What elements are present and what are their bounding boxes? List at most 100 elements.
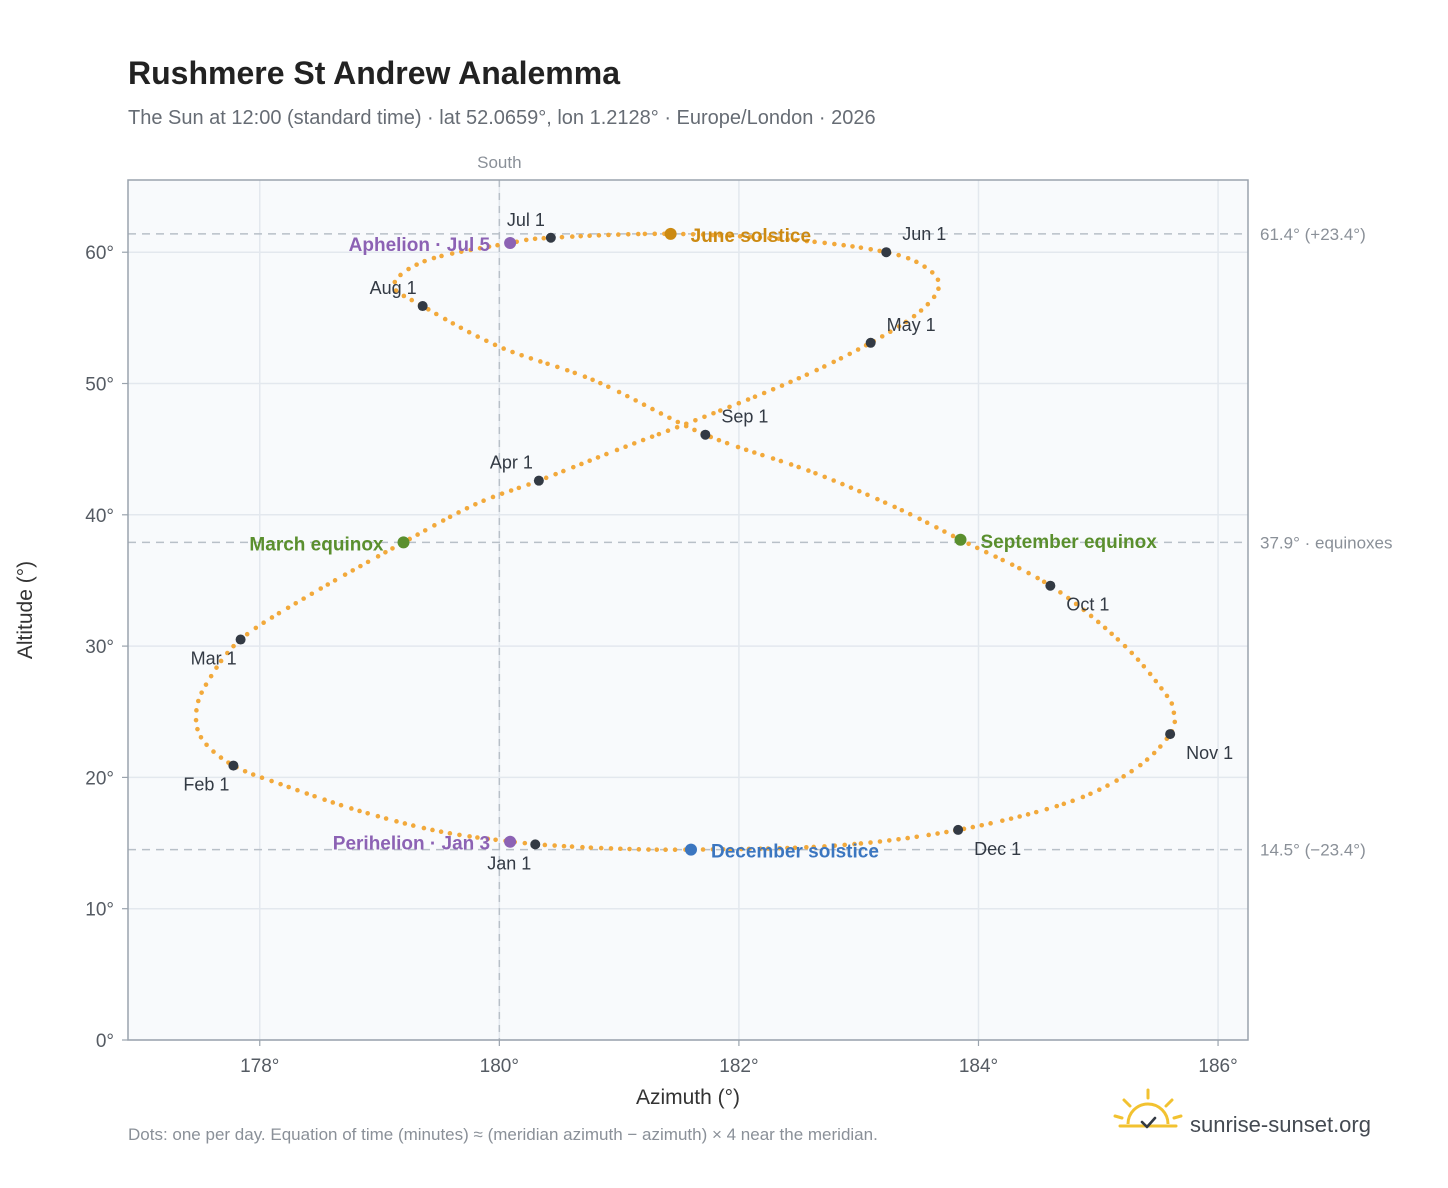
- daily-dot: [198, 735, 204, 740]
- month-markers: Jan 1 Feb 1 Mar 1 Apr 1 May 1 Jun 1 Jul 1 Aug 1…: [183, 210, 1233, 874]
- chart-title: Rushmere St Andrew Analemma: [128, 55, 620, 91]
- daily-dot: [646, 847, 651, 852]
- daily-dot: [907, 511, 913, 517]
- daily-dot: [814, 367, 819, 373]
- daily-dot: [950, 533, 956, 539]
- event-marker: [504, 835, 517, 848]
- daily-dot: [598, 845, 604, 851]
- daily-dot: [822, 474, 827, 480]
- daily-dot: [1073, 601, 1079, 607]
- daily-dot: [640, 437, 646, 443]
- daily-dot: [561, 468, 566, 474]
- daily-dot: [746, 846, 752, 852]
- daily-dot: [195, 698, 201, 704]
- daily-dot: [414, 262, 419, 267]
- daily-dot: [269, 778, 274, 784]
- daily-dot: [665, 428, 671, 434]
- daily-dot: [804, 845, 809, 850]
- daily-dot: [431, 255, 437, 261]
- daily-dot: [357, 808, 362, 814]
- daily-dot: [293, 600, 299, 606]
- daily-dot: [1009, 562, 1015, 567]
- daily-dot: [736, 400, 742, 406]
- month-marker: [235, 634, 246, 645]
- daily-dot: [528, 356, 534, 361]
- daily-dot: [1088, 613, 1094, 619]
- daily-dot: [295, 787, 300, 793]
- daily-dot: [1129, 768, 1134, 774]
- daily-dot: [813, 470, 818, 476]
- sun-check-icon: [1113, 1088, 1183, 1129]
- daily-dot: [464, 505, 470, 511]
- daily-dot: [727, 233, 733, 239]
- chart-subtitle: The Sun at 12:00 (standard time) · lat 5…: [128, 107, 876, 129]
- daily-dot: [402, 821, 408, 826]
- daily-dot: [649, 434, 655, 439]
- daily-dot: [761, 390, 767, 396]
- daily-dot: [398, 272, 403, 278]
- daily-dot: [877, 248, 882, 254]
- daily-dot: [1080, 794, 1086, 800]
- daily-dot: [561, 843, 567, 849]
- daily-dot: [1017, 814, 1022, 819]
- daily-dot: [735, 444, 741, 450]
- daily-dot: [442, 316, 448, 322]
- daily-dot: [979, 822, 985, 828]
- daily-dot: [700, 232, 706, 237]
- daily-dot: [253, 625, 259, 631]
- daily-dot: [633, 398, 638, 403]
- daily-dot: [538, 359, 543, 364]
- daily-dot: [616, 232, 621, 237]
- daily-dot: [532, 236, 538, 242]
- daily-dot: [905, 255, 911, 261]
- daily-dot: [473, 502, 478, 507]
- daily-dot: [888, 329, 893, 334]
- reference-line-label: 61.4° (+23.4°): [1260, 225, 1366, 244]
- daily-dot: [983, 549, 989, 555]
- daily-dot: [936, 286, 941, 291]
- daily-dot: [788, 379, 793, 385]
- daily-dot: [438, 829, 444, 835]
- x-tick-label: 184°: [959, 1056, 998, 1077]
- daily-dot: [406, 266, 411, 272]
- daily-dot: [925, 301, 931, 307]
- daily-dot: [499, 491, 505, 496]
- daily-dot: [974, 545, 980, 551]
- daily-dot: [214, 665, 219, 670]
- daily-dot: [1153, 678, 1159, 684]
- daily-dot: [467, 834, 472, 839]
- daily-dot: [765, 846, 771, 851]
- daily-dot: [409, 297, 415, 303]
- daily-dot: [193, 717, 199, 723]
- daily-dot: [1026, 570, 1031, 576]
- x-axis-label: Azimuth (°): [636, 1086, 740, 1109]
- daily-dot: [468, 247, 473, 253]
- daily-dot: [545, 361, 550, 367]
- daily-dot: [309, 591, 315, 597]
- daily-dot: [674, 424, 680, 430]
- daily-dot: [966, 541, 971, 547]
- daily-dot: [450, 321, 456, 326]
- daily-dot: [342, 572, 348, 577]
- daily-dot: [516, 485, 522, 491]
- daily-dot: [882, 500, 888, 505]
- daily-dot: [914, 259, 919, 265]
- daily-dot: [865, 492, 870, 498]
- daily-dot: [350, 568, 356, 573]
- daily-dot: [850, 244, 855, 249]
- daily-dot: [785, 845, 790, 851]
- daily-dot: [616, 389, 622, 395]
- daily-dot: [852, 841, 857, 847]
- brand-name[interactable]: sunrise-sunset.org: [1190, 1112, 1371, 1137]
- event-label: Aphelion · Jul 5: [349, 235, 491, 256]
- daily-dot: [770, 456, 776, 461]
- daily-dot: [1138, 762, 1143, 768]
- daily-dot: [1044, 806, 1050, 812]
- daily-dot: [631, 441, 637, 446]
- daily-dot: [1054, 803, 1060, 809]
- daily-dot: [988, 821, 993, 826]
- daily-dot: [459, 249, 464, 254]
- month-marker: [228, 760, 239, 771]
- daily-dot: [1008, 816, 1014, 821]
